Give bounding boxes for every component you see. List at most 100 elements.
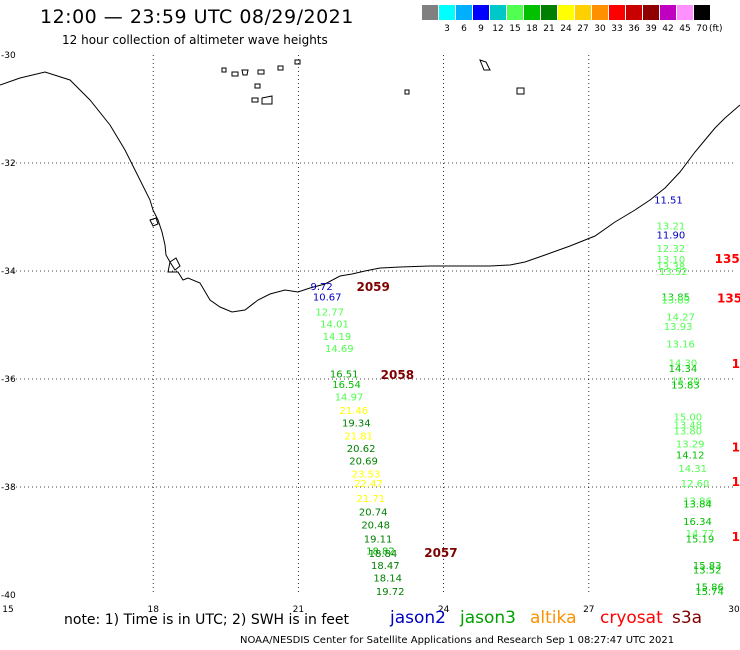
legend-swatch bbox=[677, 5, 693, 20]
legend-label: 9 bbox=[478, 24, 484, 34]
lon-tick-label: 15 bbox=[2, 605, 13, 615]
legend-swatch bbox=[422, 5, 438, 20]
map-subtitle: 12 hour collection of altimeter wave hei… bbox=[62, 33, 328, 47]
wave-height-label: 18.84 bbox=[369, 549, 398, 560]
wave-height-label: 13.38 bbox=[657, 262, 686, 273]
pass-time-label: 1353 bbox=[715, 252, 740, 266]
pass-time-label: 2059 bbox=[356, 280, 389, 294]
legend-unit: (ft) bbox=[709, 24, 723, 34]
wave-height-label: 14.34 bbox=[669, 364, 698, 375]
legend-swatch bbox=[660, 5, 676, 20]
pass-time-label: 1 bbox=[732, 530, 740, 544]
legend-label: 6 bbox=[461, 24, 467, 34]
wave-height-label: 15.00 bbox=[674, 413, 703, 424]
wave-height-label: 15.83 bbox=[693, 561, 722, 572]
satellite-name-altika: altika bbox=[530, 608, 577, 628]
wave-height-label: 14.01 bbox=[320, 320, 349, 331]
south-africa-coastline-inlet bbox=[149, 217, 159, 227]
footer-credit: NOAA/NESDIS Center for Satellite Applica… bbox=[240, 635, 675, 646]
wave-height-label: 14.30 bbox=[669, 359, 698, 370]
legend-label: 12 bbox=[492, 24, 504, 34]
lon-tick-label: 18 bbox=[147, 605, 159, 615]
legend-swatch bbox=[694, 5, 710, 20]
wave-height-label: 12.60 bbox=[681, 479, 710, 490]
pass-time-label: 1353 bbox=[717, 291, 740, 305]
wave-height-label: 10.67 bbox=[313, 293, 342, 304]
wave-height-label: 13.89 bbox=[661, 295, 690, 306]
legend-label: 18 bbox=[526, 24, 538, 34]
legend-swatch bbox=[541, 5, 557, 20]
pass-time-label: 13 bbox=[732, 440, 740, 454]
wave-height-label: 19.34 bbox=[342, 419, 371, 430]
lat-tick-label: -30 bbox=[1, 51, 16, 61]
island bbox=[241, 69, 249, 76]
lat-tick-label: -36 bbox=[1, 375, 16, 385]
island bbox=[479, 59, 491, 71]
island bbox=[404, 89, 410, 95]
wave-height-label: 15.19 bbox=[686, 535, 715, 546]
lat-lon-grid bbox=[8, 55, 734, 595]
axis-tick-labels: 15 18 21 24 27 30 -30 -32 -34 -36 -38 -40 bbox=[1, 51, 740, 615]
wave-height-label: 14.97 bbox=[335, 393, 364, 404]
wave-height-label: 13.48 bbox=[674, 421, 703, 432]
wave-height-label: 19.72 bbox=[376, 587, 405, 598]
lon-tick-label: 27 bbox=[583, 605, 594, 615]
wave-height-label: 21.46 bbox=[340, 406, 369, 417]
wave-height-label: 14.27 bbox=[666, 313, 695, 324]
wave-height-label: 15.86 bbox=[695, 583, 724, 594]
wave-height-label: 15.20 bbox=[671, 376, 700, 387]
island bbox=[251, 97, 259, 103]
wave-height-label: 20.48 bbox=[361, 521, 390, 532]
wave-height-label: 12.32 bbox=[657, 244, 686, 255]
wave-height-label: 14.69 bbox=[325, 344, 354, 355]
wave-height-label: 22.47 bbox=[354, 479, 383, 490]
island bbox=[254, 83, 261, 89]
wave-height-label: 13.84 bbox=[683, 500, 712, 511]
wave-height-label: 23.53 bbox=[352, 469, 381, 480]
wave-height-label: 20.69 bbox=[349, 456, 378, 467]
legend-label: 45 bbox=[679, 24, 691, 34]
legend-label: 36 bbox=[628, 24, 640, 34]
wave-height-label: 11.51 bbox=[654, 196, 683, 207]
wave-height-label: 18.14 bbox=[373, 574, 402, 585]
wave-height-label: 15.74 bbox=[695, 587, 724, 598]
legend-label: 3 bbox=[444, 24, 450, 34]
legend-swatch bbox=[490, 5, 506, 20]
pass-time-label: 13 bbox=[732, 475, 740, 489]
note-text: note: 1) Time is in UTC; 2) SWH is in fe… bbox=[64, 612, 350, 628]
legend-swatch bbox=[592, 5, 608, 20]
legend-swatch bbox=[626, 5, 642, 20]
lon-tick-label: 21 bbox=[293, 605, 304, 615]
legend-label: 24 bbox=[560, 24, 572, 34]
lat-tick-label: -34 bbox=[1, 267, 16, 277]
wave-height-label: 14.12 bbox=[676, 450, 705, 461]
wave-height-label: 11.90 bbox=[657, 231, 686, 242]
lon-tick-label: 30 bbox=[728, 605, 740, 615]
legend-label: 33 bbox=[611, 24, 623, 34]
wave-height-label: 14.77 bbox=[686, 529, 715, 540]
legend-swatch bbox=[575, 5, 591, 20]
satellite-name-cryosat: cryosat bbox=[600, 608, 663, 628]
legend-label: 42 bbox=[662, 24, 674, 34]
satellite-name-s3a: s3a bbox=[672, 608, 703, 628]
island bbox=[257, 69, 265, 75]
island bbox=[231, 71, 239, 77]
pass-time-label: 135 bbox=[732, 357, 740, 371]
island bbox=[277, 65, 284, 71]
legend-swatch bbox=[558, 5, 574, 20]
wave-height-label: 13.52 bbox=[693, 565, 722, 576]
pass-time-labels: 2059 2058 2057 1353 1353 135 13 13 1 bbox=[356, 252, 740, 560]
pass-time-label: 2058 bbox=[381, 368, 414, 382]
island bbox=[221, 67, 227, 73]
wave-height-label: 14.31 bbox=[678, 464, 707, 475]
legend-label: 30 bbox=[594, 24, 606, 34]
lat-tick-label: -32 bbox=[1, 159, 16, 169]
legend-swatch bbox=[643, 5, 659, 20]
wave-height-label: 13.16 bbox=[666, 340, 695, 351]
wave-height-label: 16.51 bbox=[330, 369, 359, 380]
wave-height-label: 12.77 bbox=[315, 307, 344, 318]
wave-height-label: 13.85 bbox=[661, 293, 690, 304]
satellite-name-jason3: jason3 bbox=[460, 608, 516, 628]
legend-swatch bbox=[473, 5, 489, 20]
